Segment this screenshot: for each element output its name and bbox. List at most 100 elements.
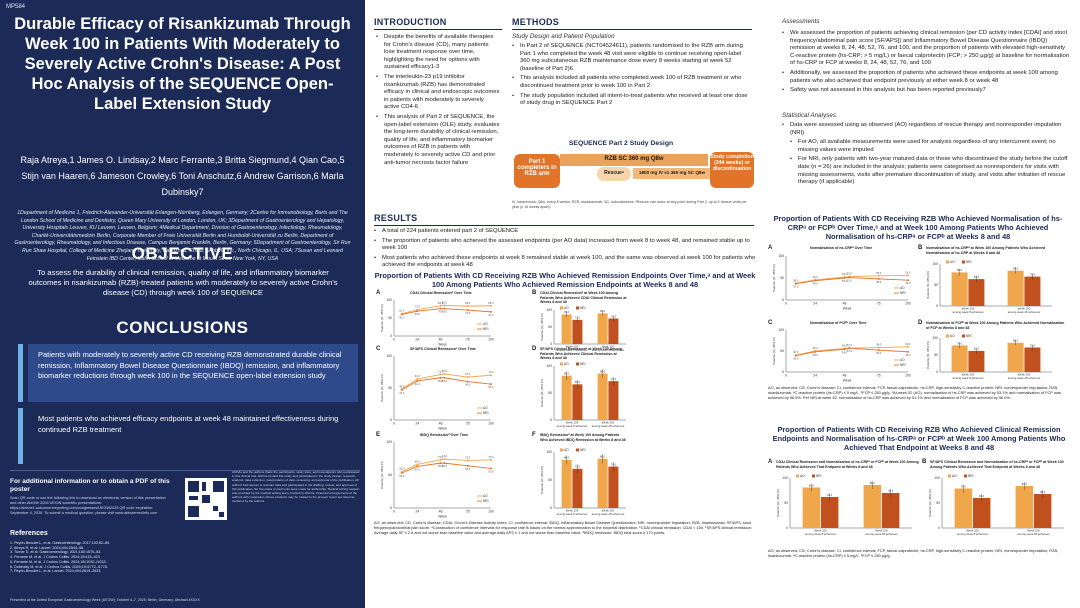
legend-label: AO (800, 474, 805, 478)
x-tick-label: among week 8 achievers (953, 310, 985, 314)
data-point (439, 462, 442, 465)
data-label: 57.0 (847, 343, 853, 347)
qr-code-icon[interactable] (185, 478, 227, 520)
reference-item: 7. Peyrin-Biroulet L, et al. Lancet. 202… (10, 569, 102, 574)
data-label: 86.0 (600, 369, 606, 373)
x-tick-label: 76 (466, 422, 470, 426)
data-point (466, 376, 469, 379)
data-label: 39.0 (793, 357, 799, 361)
bar (597, 458, 608, 508)
bar (561, 314, 572, 344)
methods-bullet: This analysis included all patients who … (512, 75, 752, 90)
y-tick-label: 100 (932, 262, 938, 266)
panel-3b-title: SF/APS Clinical Remission and Normalisat… (930, 460, 1064, 469)
footer-divider (10, 470, 360, 471)
data-label: 47.0 (399, 391, 405, 395)
bar (802, 487, 821, 528)
left-column: MP584 Durable Efficacy of Risankizumab T… (0, 0, 365, 608)
data-label: 88.0 (600, 455, 606, 459)
data-label: 37.0 (793, 285, 799, 289)
x-tick-label: among week 48 achievers (1008, 376, 1041, 380)
data-label: 38.0 (793, 278, 799, 282)
y-axis-label: Patients (%, 95% CI) (540, 313, 544, 341)
data-label: 67.0 (465, 372, 471, 376)
x-tick-label: 48 (439, 422, 443, 426)
statistics-subheading: Statistical Analyses (782, 112, 837, 119)
panel-1c-title: SF/APS Clinical Remissionᶜ Over Time (410, 347, 476, 351)
data-label: 50.0 (842, 279, 848, 283)
y-tick-label: 50 (784, 501, 788, 505)
data-point (877, 274, 880, 277)
x-tick-label: Week 100 (602, 509, 615, 513)
data-point (416, 378, 419, 381)
data-label: 90.0 (600, 309, 606, 313)
data-label: 60.0 (399, 315, 405, 319)
y-tick-label: 50 (388, 473, 392, 477)
statistics-bullet: Data were assessed using as observed (AO… (782, 122, 1072, 137)
bar (972, 498, 991, 528)
design-rescue: Rescueᵃ (597, 167, 631, 181)
figure-1-footnote: AO, as observed; CD, Crohn's disease; CD… (374, 520, 752, 535)
data-label: 72.0 (1030, 343, 1036, 347)
x-tick-label: among week 8 achievers (557, 424, 589, 428)
legend-label: AO (483, 322, 488, 326)
x-tick-label: 24 (813, 374, 817, 378)
methods-bullet: In Part 2 of SEQUENCE (NCT04524611), pat… (512, 43, 752, 73)
results-bullet: A total of 224 patients entered part 2 o… (374, 228, 756, 236)
data-label: 66.0 (442, 379, 448, 383)
x-tick-label: 24 (415, 422, 419, 426)
poster-title: Durable Efficacy of Risankizumab Through… (14, 15, 351, 113)
data-label: 78.0 (957, 341, 963, 345)
data-label: 79.0 (961, 484, 967, 488)
panel-1e-title: IBDQ Remissionᵈ Over Time (420, 433, 469, 437)
data-point (843, 348, 846, 351)
legend-label: AO (564, 362, 569, 366)
data-point (794, 354, 797, 357)
data-point (443, 307, 446, 310)
chart-2a: 0 50 100 Patients (%, 95% CI) 0 24 48 76 100 Week… (772, 254, 911, 310)
data-label: 64.0 (415, 374, 421, 378)
reference-item: 4. Ferrante M, et al. J Crohns Colitis. … (10, 555, 101, 560)
y-axis-label: Patients (%, 95% CI) (540, 379, 544, 407)
data-label: 84.0 (438, 301, 444, 305)
y-tick-label: 50 (934, 283, 938, 287)
data-label: 70.0 (888, 489, 894, 493)
data-label: 56.0 (488, 385, 494, 389)
legend-swatch (576, 448, 579, 452)
y-tick-label: 0 (936, 370, 938, 374)
intro-bullet: This analysis of Part 2 of SEQUENCE, the… (376, 114, 500, 167)
x-tick-label: Week 100 (1018, 307, 1031, 311)
data-label: 72.0 (465, 311, 471, 315)
y-axis-label: Patients (%, 95% CI) (380, 374, 384, 402)
design-rescue-arm: 1800 mg IV x1 360 mg SC Q8w (633, 168, 711, 179)
legend-swatch (962, 334, 965, 338)
y-tick-label: 100 (778, 328, 784, 332)
x-tick-label: Week 100 (602, 345, 615, 349)
data-label: 52.0 (876, 351, 882, 355)
legend-swatch (796, 474, 799, 478)
chart-1c: 0 50 100 Patients (%, 95% CI) 0 24 48 76 100 Week… (380, 354, 494, 430)
y-tick-label: 0 (550, 418, 552, 422)
data-point (877, 277, 880, 280)
x-tick-label: among week 8 achievers (805, 532, 837, 536)
data-label: 60.0 (979, 494, 985, 498)
panel-2c-title: Normalisation of FCPᵇ Over Time (810, 321, 867, 325)
bar (608, 381, 619, 420)
methods-heading: METHODS (512, 17, 560, 27)
legend-label: NRI (966, 334, 972, 338)
data-point (843, 277, 846, 279)
x-tick-label: Week 100 (566, 421, 579, 425)
reference-item: 6. Dubinsky M, et al. J Crohns Colitis. … (10, 564, 108, 569)
data-point (439, 307, 442, 310)
data-point (814, 350, 817, 353)
data-label: 53.0 (847, 272, 853, 276)
data-label: 70.0 (1030, 272, 1036, 276)
y-tick-label: 100 (546, 450, 552, 454)
x-axis-label: Week (438, 343, 447, 347)
design-maintenance-arm: RZB SC 360 mg Q8w (560, 154, 708, 166)
series-line-ao (401, 458, 492, 473)
data-point (907, 274, 909, 277)
data-point (848, 347, 851, 350)
x-tick-label: 48 (439, 338, 443, 342)
data-label: 73.0 (438, 455, 444, 459)
